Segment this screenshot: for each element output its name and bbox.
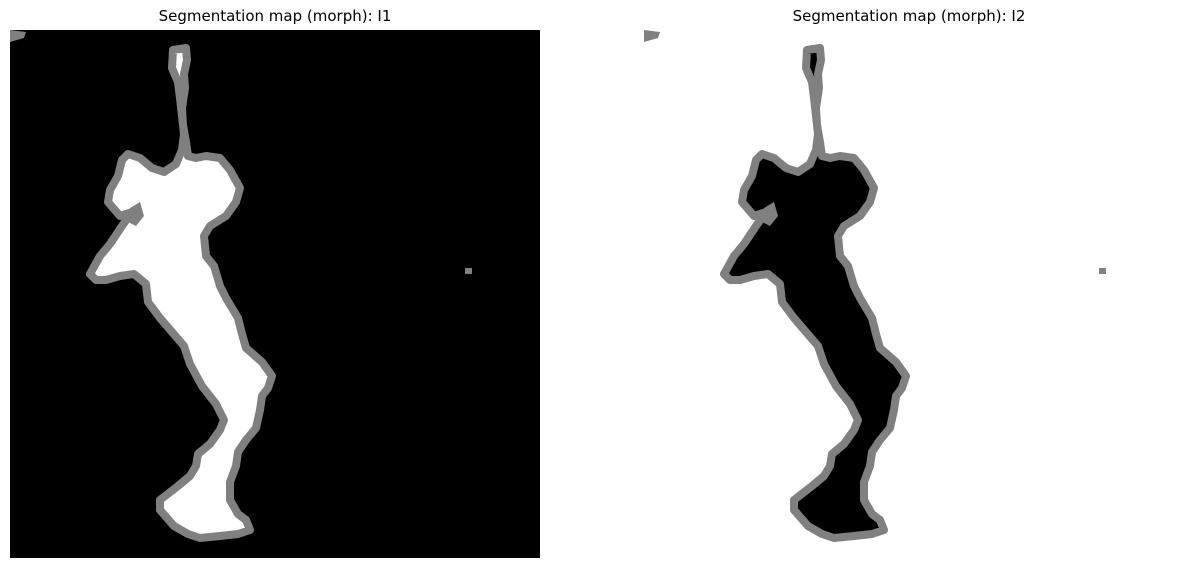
corner-blob (10, 30, 26, 42)
inner-notch (128, 202, 144, 226)
segmentation-map-i2 (644, 30, 1174, 558)
inner-notch (762, 202, 778, 226)
segmented-region (86, 44, 276, 542)
map-background (10, 30, 540, 558)
segmentation-panel-i1: Segmentation map (morph): I1 (10, 0, 540, 568)
panel-title-i2: Segmentation map (morph): I2 (792, 7, 1026, 25)
map-background (644, 30, 1174, 558)
segmentation-map-i1 (10, 30, 540, 558)
segmentation-panel-i2: Segmentation map (morph): I2 (644, 0, 1174, 568)
small-speck (465, 268, 472, 274)
corner-blob (644, 30, 660, 42)
small-speck (1099, 268, 1106, 274)
panel-title-i1: Segmentation map (morph): I1 (158, 7, 392, 25)
segmented-region (720, 44, 910, 542)
